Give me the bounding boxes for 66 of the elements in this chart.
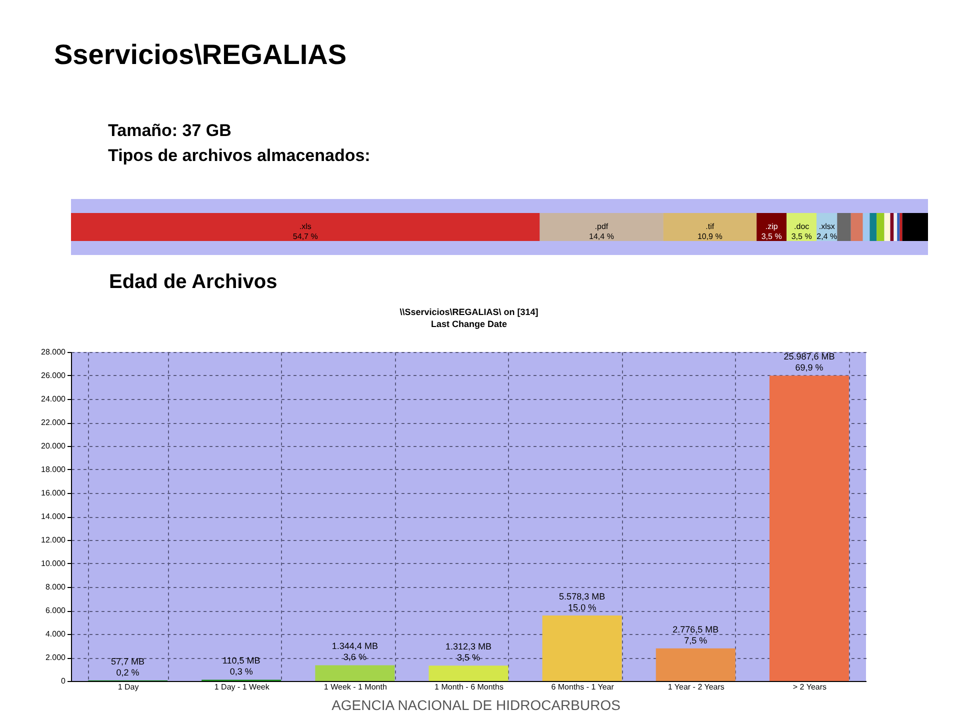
data-label: 5.578,3 MB 15,0 % bbox=[559, 591, 606, 612]
y-tick-label: 2.000 bbox=[45, 653, 66, 662]
bar bbox=[542, 615, 622, 681]
series-label: .doc bbox=[794, 222, 810, 231]
x-tick-label: 1 Day bbox=[118, 682, 139, 692]
y-tick-label: 6.000 bbox=[45, 606, 66, 615]
y-tick-label: 24.000 bbox=[41, 394, 66, 404]
data-label: 110,5 MB 0,3 % bbox=[222, 656, 260, 677]
y-tick-label: 8.000 bbox=[45, 582, 66, 592]
y-tick-label: 28.000 bbox=[41, 348, 66, 356]
x-tick-label: 1 Year - 2 Years bbox=[668, 682, 724, 692]
bar bbox=[870, 213, 877, 241]
bar bbox=[540, 213, 664, 241]
y-tick-label: 0 bbox=[61, 676, 66, 686]
chart-subtitle: \\Sservicios\REGALIAS\ on [314] bbox=[400, 307, 538, 317]
y-tick-label: 22.000 bbox=[41, 418, 66, 427]
data-label: 10,9 % bbox=[697, 232, 722, 241]
bar bbox=[884, 213, 890, 241]
y-tick-label: 4.000 bbox=[45, 630, 66, 638]
y-tick-label: 12.000 bbox=[41, 536, 66, 544]
bar bbox=[315, 665, 395, 681]
data-label: 57,7 MB 0,2 % bbox=[111, 656, 145, 678]
data-label: 54,7 % bbox=[292, 232, 318, 241]
x-tick-label: 1 Day - 1 Week bbox=[214, 682, 270, 692]
chart-title: Sservicios\REGALIAS bbox=[54, 39, 347, 70]
text: Tamaño: 37 GB bbox=[108, 121, 232, 140]
y-tick-label: 18.000 bbox=[41, 465, 66, 474]
data-label: 1.312,3 MB 3,5 % bbox=[445, 642, 492, 663]
bar bbox=[428, 666, 508, 681]
series-label: .tif bbox=[706, 222, 715, 231]
data-label: 3,5 % bbox=[791, 232, 812, 241]
x-tick-label: 6 Months - 1 Year bbox=[551, 682, 614, 692]
series-label: .xlsx bbox=[818, 222, 835, 231]
bar bbox=[769, 376, 849, 681]
series-label: .zip bbox=[765, 222, 778, 231]
text: Last Change Date bbox=[430, 319, 508, 329]
y-tick-label: 14.000 bbox=[41, 512, 66, 521]
bar bbox=[902, 213, 928, 241]
bar bbox=[656, 648, 736, 681]
series-label: .xls bbox=[299, 222, 312, 231]
data-label: 2,4 % bbox=[816, 232, 838, 241]
data-label: 3,5 % bbox=[761, 232, 782, 241]
x-tick-label: 1 Month - 6 Months bbox=[434, 682, 504, 692]
data-label: 1.344,4 MB 3,6 % bbox=[332, 641, 378, 662]
series-label: .pdf bbox=[594, 222, 609, 231]
y-tick-label: 10.000 bbox=[41, 559, 66, 568]
y-tick-label: 20.000 bbox=[41, 442, 66, 450]
data-label: 2.776,5 MB 7,5 % bbox=[672, 624, 719, 646]
bar bbox=[850, 213, 863, 241]
y-tick-label: 26.000 bbox=[41, 371, 66, 380]
bar bbox=[663, 213, 757, 241]
x-tick-label: > 2 Years bbox=[792, 682, 827, 692]
data-label: 14,4 % bbox=[589, 232, 614, 241]
chart-title: Edad de Archivos bbox=[109, 271, 278, 293]
bar bbox=[894, 213, 898, 241]
x-tick-label: 1 Week - 1 Month bbox=[324, 682, 387, 692]
bar bbox=[837, 213, 851, 241]
data-label: 25.987,6 MB 69,9 % bbox=[784, 352, 835, 373]
y-tick-label: 16.000 bbox=[41, 488, 66, 498]
bar bbox=[900, 213, 902, 241]
text: AGENCIA NACIONAL DE HIDROCARBUROS bbox=[332, 697, 620, 713]
chart-subtitle: Tipos de archivos almacenados: bbox=[108, 146, 370, 165]
bar bbox=[71, 213, 540, 241]
bar bbox=[876, 213, 884, 241]
bar bbox=[862, 213, 870, 241]
bar bbox=[897, 213, 900, 241]
